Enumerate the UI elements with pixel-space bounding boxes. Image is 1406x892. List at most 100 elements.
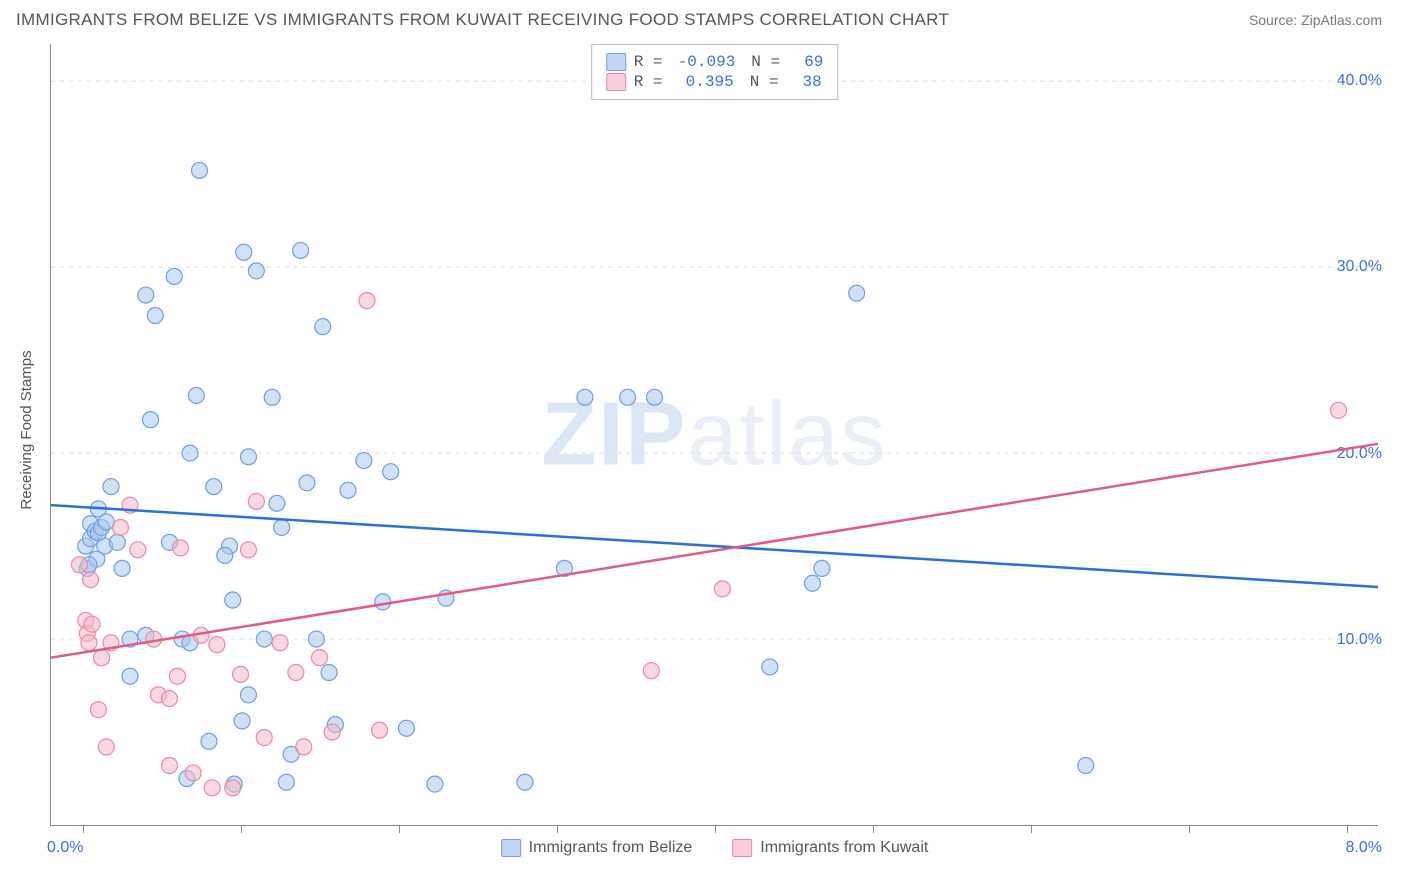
r-value-kuwait: 0.395 bbox=[678, 73, 734, 91]
x-axis-tick bbox=[399, 825, 400, 833]
data-point bbox=[248, 263, 264, 279]
data-point bbox=[109, 534, 125, 550]
chart-header: IMMIGRANTS FROM BELIZE VS IMMIGRANTS FRO… bbox=[0, 0, 1406, 34]
data-point bbox=[90, 702, 106, 718]
series-name-belize: Immigrants from Belize bbox=[529, 839, 693, 857]
r-value-belize: -0.093 bbox=[678, 53, 736, 71]
data-point bbox=[359, 293, 375, 309]
data-point bbox=[240, 449, 256, 465]
data-point bbox=[240, 687, 256, 703]
data-point bbox=[169, 668, 185, 684]
correlation-legend: R = -0.093 N = 69 R = 0.395 N = 38 bbox=[591, 44, 839, 100]
data-point bbox=[321, 665, 337, 681]
data-point bbox=[147, 308, 163, 324]
r-label: R = bbox=[634, 73, 670, 91]
n-label: N = bbox=[750, 73, 786, 91]
swatch-kuwait bbox=[606, 73, 626, 91]
data-point bbox=[312, 650, 328, 666]
data-point bbox=[192, 162, 208, 178]
n-label: N = bbox=[751, 53, 787, 71]
swatch-belize bbox=[606, 53, 626, 71]
n-value-kuwait: 38 bbox=[794, 73, 822, 91]
legend-row-kuwait: R = 0.395 N = 38 bbox=[606, 73, 824, 91]
data-point bbox=[188, 387, 204, 403]
data-point bbox=[225, 780, 241, 796]
data-point bbox=[264, 389, 280, 405]
data-point bbox=[383, 464, 399, 480]
data-point bbox=[1078, 758, 1094, 774]
n-value-belize: 69 bbox=[795, 53, 823, 71]
data-point bbox=[269, 495, 285, 511]
x-axis-tick bbox=[715, 825, 716, 833]
data-point bbox=[206, 479, 222, 495]
data-point bbox=[272, 635, 288, 651]
x-axis-tick bbox=[1031, 825, 1032, 833]
data-point bbox=[274, 519, 290, 535]
x-axis-min-label: 0.0% bbox=[47, 839, 83, 857]
data-point bbox=[643, 663, 659, 679]
data-point bbox=[98, 739, 114, 755]
data-point bbox=[646, 389, 662, 405]
series-legend: Immigrants from Belize Immigrants from K… bbox=[501, 839, 929, 857]
data-point bbox=[248, 493, 264, 509]
data-point bbox=[517, 774, 533, 790]
data-point bbox=[138, 287, 154, 303]
data-point bbox=[83, 572, 99, 588]
data-point bbox=[71, 557, 87, 573]
data-point bbox=[114, 560, 130, 576]
data-point bbox=[161, 758, 177, 774]
data-point bbox=[372, 722, 388, 738]
x-axis-tick bbox=[83, 825, 84, 833]
data-point bbox=[375, 594, 391, 610]
data-point bbox=[81, 635, 97, 651]
x-axis-tick bbox=[241, 825, 242, 833]
data-point bbox=[814, 560, 830, 576]
data-point bbox=[804, 575, 820, 591]
data-point bbox=[225, 592, 241, 608]
data-point bbox=[1331, 402, 1347, 418]
source-attribution: Source: ZipAtlas.com bbox=[1249, 12, 1382, 28]
data-point bbox=[315, 319, 331, 335]
data-point bbox=[103, 479, 119, 495]
data-point bbox=[185, 765, 201, 781]
r-label: R = bbox=[634, 53, 670, 71]
x-axis-tick bbox=[1189, 825, 1190, 833]
data-point bbox=[340, 482, 356, 498]
data-point bbox=[182, 445, 198, 461]
data-point bbox=[620, 389, 636, 405]
x-axis-tick bbox=[873, 825, 874, 833]
data-point bbox=[84, 616, 100, 632]
data-point bbox=[98, 514, 114, 530]
legend-item-kuwait: Immigrants from Kuwait bbox=[732, 839, 928, 857]
swatch-belize bbox=[501, 839, 521, 857]
data-point bbox=[577, 389, 593, 405]
data-point bbox=[356, 453, 372, 469]
data-point bbox=[296, 739, 312, 755]
y-axis-label: Receiving Food Stamps bbox=[18, 350, 35, 509]
source-label: Source: bbox=[1249, 12, 1301, 28]
data-point bbox=[166, 268, 182, 284]
data-point bbox=[762, 659, 778, 675]
data-point bbox=[308, 631, 324, 647]
data-point bbox=[204, 780, 220, 796]
data-point bbox=[324, 724, 340, 740]
data-point bbox=[427, 776, 443, 792]
data-point bbox=[278, 774, 294, 790]
data-point bbox=[113, 519, 129, 535]
chart-title: IMMIGRANTS FROM BELIZE VS IMMIGRANTS FRO… bbox=[16, 10, 949, 30]
data-point bbox=[201, 733, 217, 749]
data-point bbox=[94, 650, 110, 666]
data-point bbox=[398, 720, 414, 736]
data-point bbox=[714, 581, 730, 597]
scatter-plot-svg bbox=[51, 44, 1378, 825]
data-point bbox=[143, 412, 159, 428]
data-point bbox=[256, 730, 272, 746]
x-axis-tick bbox=[557, 825, 558, 833]
x-axis-tick bbox=[1347, 825, 1348, 833]
legend-item-belize: Immigrants from Belize bbox=[501, 839, 693, 857]
x-axis-max-label: 8.0% bbox=[1346, 839, 1382, 857]
data-point bbox=[217, 547, 233, 563]
data-point bbox=[130, 542, 146, 558]
source-name: ZipAtlas.com bbox=[1301, 12, 1382, 28]
data-point bbox=[234, 713, 250, 729]
